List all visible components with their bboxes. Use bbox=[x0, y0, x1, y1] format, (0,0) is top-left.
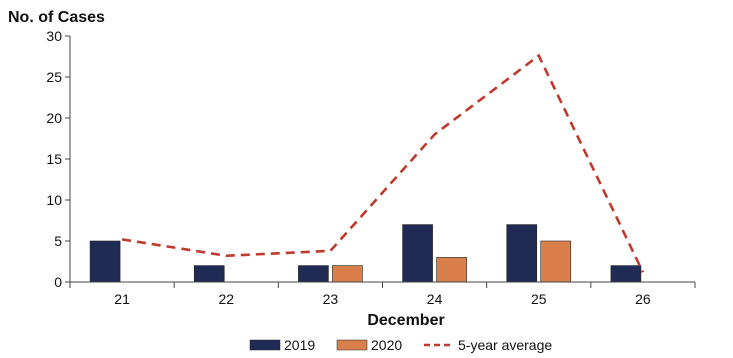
y-tick-label: 25 bbox=[46, 69, 62, 85]
x-tick-label: 22 bbox=[218, 291, 234, 307]
average-line-group bbox=[121, 53, 645, 273]
y-tick-label: 0 bbox=[54, 274, 62, 290]
legend-swatch-2019 bbox=[249, 339, 281, 351]
legend-label-5-year-average: 5-year average bbox=[458, 337, 552, 353]
bar-2019-26 bbox=[610, 265, 642, 283]
legend-label-2020: 2020 bbox=[371, 337, 402, 353]
y-tick-label: 15 bbox=[46, 151, 62, 167]
bar-2020-24 bbox=[436, 257, 467, 283]
y-axis-ticks: 0 5 10 15 20 25 30 bbox=[46, 28, 70, 290]
x-tick-label: 26 bbox=[635, 291, 651, 307]
x-axis-title: December bbox=[367, 312, 444, 329]
legend-label-2019: 2019 bbox=[284, 337, 315, 353]
x-tick-label: 21 bbox=[114, 291, 130, 307]
x-tick-label: 25 bbox=[531, 291, 547, 307]
legend-swatch-2020 bbox=[336, 339, 368, 351]
bar-2019-21 bbox=[89, 240, 121, 283]
bar-2020-23 bbox=[332, 265, 363, 283]
line-5-year-average bbox=[121, 53, 645, 273]
y-tick-label: 30 bbox=[46, 28, 62, 44]
bar-2019-24 bbox=[402, 224, 433, 283]
x-axis-ticks: 21 22 23 24 25 26 bbox=[69, 282, 696, 307]
y-tick-label: 10 bbox=[46, 192, 62, 208]
y-tick-label: 5 bbox=[54, 233, 62, 249]
bar-2019-25 bbox=[506, 224, 538, 283]
x-tick-label: 24 bbox=[427, 291, 443, 307]
bar-2019-23 bbox=[298, 265, 329, 283]
y-axis-title: No. of Cases bbox=[8, 9, 105, 26]
bar-2020-25 bbox=[540, 240, 572, 283]
y-tick-label: 20 bbox=[46, 110, 62, 126]
legend: 2019 2020 5-year average bbox=[249, 337, 552, 353]
bars-group bbox=[89, 224, 642, 283]
x-tick-label: 23 bbox=[323, 291, 339, 307]
bar-2019-22 bbox=[193, 265, 225, 283]
